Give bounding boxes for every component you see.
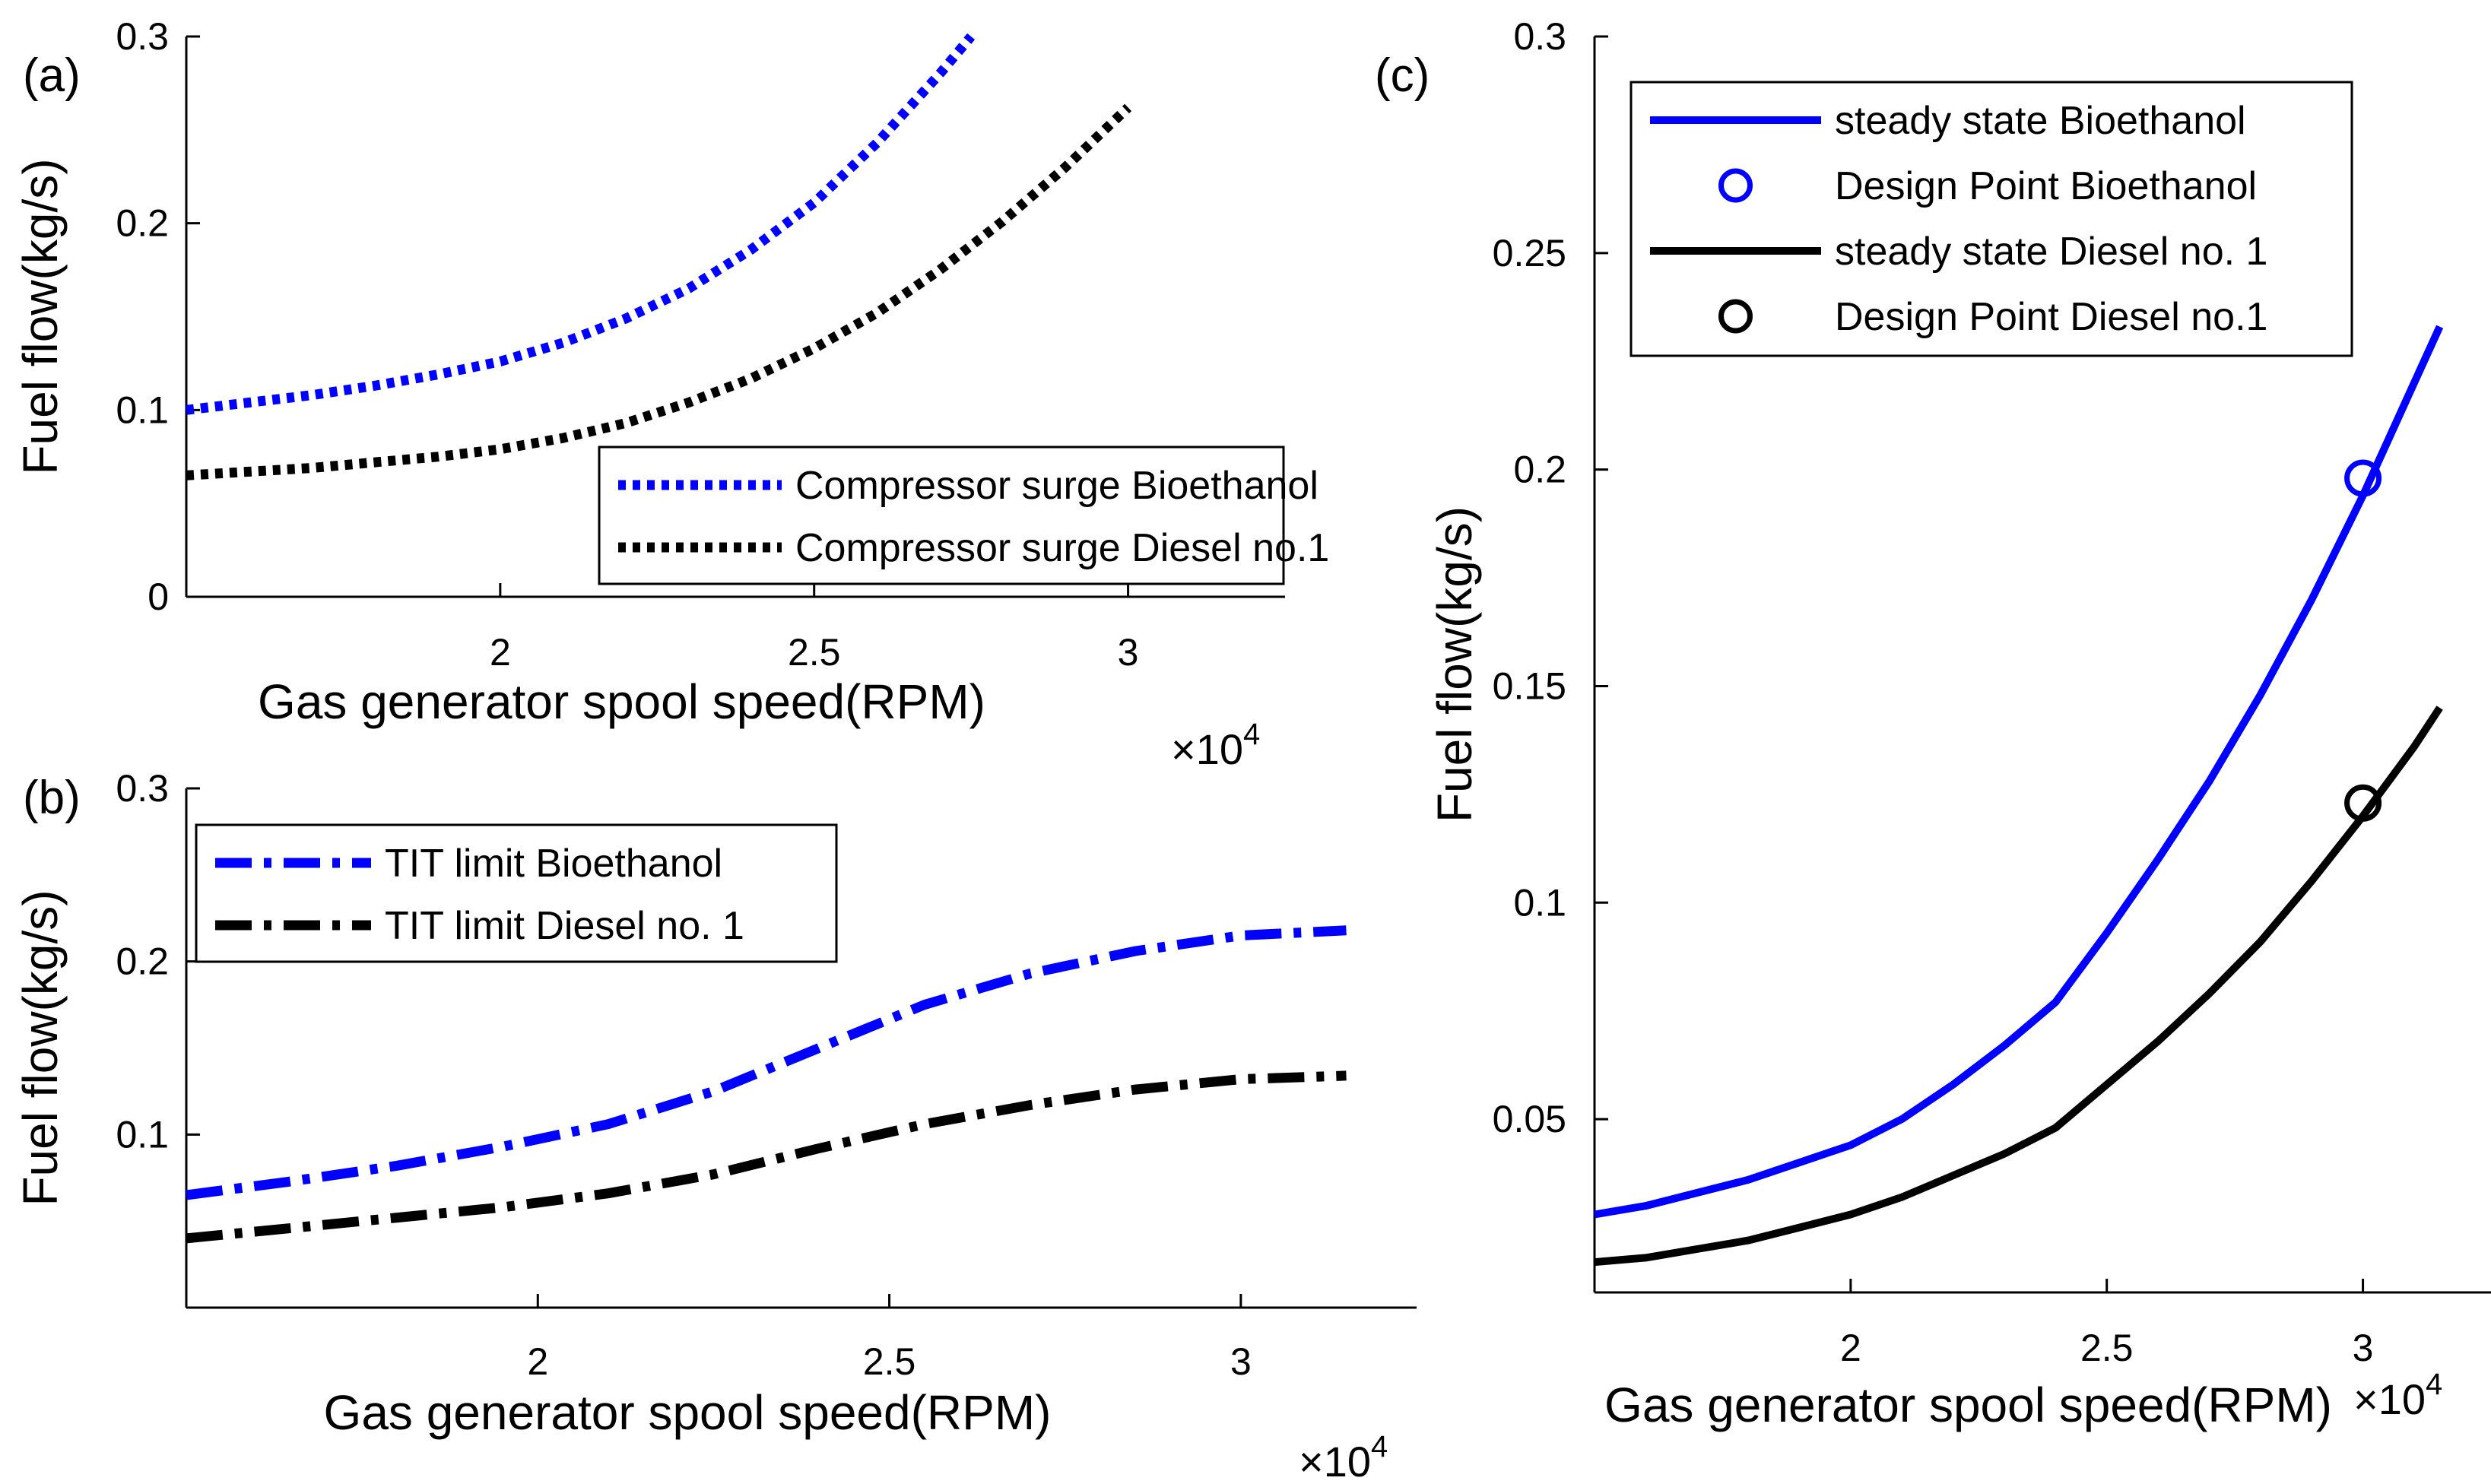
legend-label: Design Point Bioethanol xyxy=(1835,164,2257,208)
x-tick-label: 3 xyxy=(1230,1340,1252,1383)
legend: Compressor surge Bioethanol Compressor su… xyxy=(598,446,1329,585)
y-tick-label: 0.2 xyxy=(116,940,169,983)
y-tick-label: 0 xyxy=(148,576,169,618)
series-line xyxy=(186,33,976,415)
legend-label: steady state Diesel no. 1 xyxy=(1835,230,2267,274)
legend-label: TIT limit Bioethanol xyxy=(385,842,722,886)
series-line xyxy=(1594,325,2444,1219)
x-axis-exponent: 4 xyxy=(2426,1368,2442,1401)
y-tick-label: 0.2 xyxy=(116,202,169,245)
y-axis-title: Fuel flow(kg/s) xyxy=(13,158,68,474)
y-tick-label: 0.3 xyxy=(116,767,169,810)
legend: steady state Bioethanol Design Point Bioe… xyxy=(1629,81,2353,357)
x-tick-label: 2 xyxy=(527,1340,548,1383)
y-axis-title: Fuel flow(kg/s) xyxy=(13,889,68,1206)
x-axis-multiplier: ×104 xyxy=(1299,1430,1388,1484)
x-tick-label: 2.5 xyxy=(863,1340,916,1383)
y-tick-label: 0.05 xyxy=(1493,1098,1566,1140)
panel-label: (b) xyxy=(23,772,81,824)
x-axis-exponent: 4 xyxy=(1243,718,1260,751)
legend-box xyxy=(598,446,1285,585)
legend-label: Compressor surge Diesel no.1 xyxy=(795,526,1329,570)
design-point-marker xyxy=(2344,784,2382,822)
y-tick-label: 0.25 xyxy=(1493,232,1566,274)
x-tick-label: 2 xyxy=(490,631,511,674)
y-tick-label: 0.3 xyxy=(116,15,169,58)
legend-marker xyxy=(1718,168,1753,203)
y-tick-label: 0.1 xyxy=(116,388,169,431)
legend-label: Design Point Diesel no.1 xyxy=(1835,295,2267,339)
series-line xyxy=(186,925,1347,1200)
x-axis-title: Gas generator spool speed(RPM) xyxy=(1604,1378,2332,1432)
legend-box xyxy=(195,823,838,963)
x-tick-label: 2.5 xyxy=(788,631,841,674)
x-axis-exponent: 4 xyxy=(1371,1430,1388,1463)
design-point-marker xyxy=(2344,459,2382,497)
series-line xyxy=(186,1070,1347,1244)
panel-label: (c) xyxy=(1375,49,1430,102)
x-tick-label: 2 xyxy=(1840,1327,1861,1369)
panel-2: 0.05 0.1 0.15 0.2 0.25 0.3 2 2.5 3×104 Gas genera… xyxy=(1375,15,2491,1432)
x-axis-title: Gas generator spool speed(RPM) xyxy=(324,1385,1052,1440)
y-tick-label: 0.1 xyxy=(116,1113,169,1156)
y-tick-label: 0.1 xyxy=(1513,881,1566,924)
x-axis-multiplier: ×104 xyxy=(2353,1368,2442,1423)
x-axis-title: Gas generator spool speed(RPM) xyxy=(258,674,985,729)
y-tick-label: 0.2 xyxy=(1513,449,1566,491)
x-axis-multiplier: ×104 xyxy=(1171,718,1260,773)
series-line xyxy=(186,103,1132,480)
y-tick-label: 0.3 xyxy=(1513,15,1566,58)
panel-1: 0.1 0.2 0.3 2 2.5 3 ×104 Gas generator spool sp… xyxy=(13,767,1417,1484)
legend-label: TIT limit Diesel no. 1 xyxy=(385,904,744,948)
y-tick-label: 0.15 xyxy=(1493,664,1566,707)
legend-marker xyxy=(1718,299,1753,334)
x-tick-label: 3 xyxy=(1118,631,1139,674)
x-tick-label: 3 xyxy=(2353,1327,2374,1369)
y-axis-title: Fuel flow(kg/s) xyxy=(1427,506,1482,823)
series-line xyxy=(1594,706,2443,1267)
panel-label: (a) xyxy=(23,49,81,102)
x-tick-label: 2.5 xyxy=(2080,1327,2134,1369)
legend-label: steady state Bioethanol xyxy=(1835,99,2246,143)
panel-0: 0 0.1 0.2 0.3 2 2.5 3 ×104 Gas generator spool s… xyxy=(13,15,1329,773)
legend-label: Compressor surge Bioethanol xyxy=(795,464,1318,508)
legend: TIT limit Bioethanol TIT limit Diesel no.… xyxy=(195,823,838,963)
